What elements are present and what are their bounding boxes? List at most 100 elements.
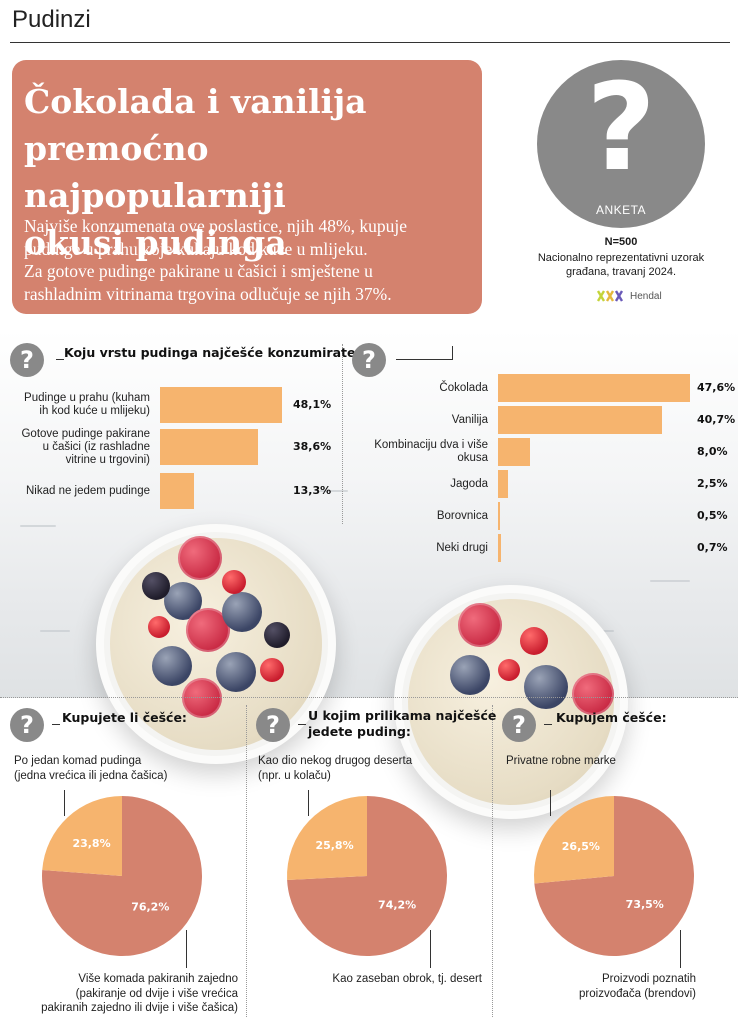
bar-value-label: 38,6% (293, 440, 332, 453)
bar-chart-1-title: Koju vrstu pudinga najčešće konzumirate: (64, 345, 361, 360)
bar-category-label: Borovnica (436, 509, 488, 522)
pie-1-title: Kupujete li češće: (62, 710, 187, 725)
blueberry (222, 592, 262, 632)
pie-1-label-major: Više komada pakiranih zajedno (pakiranje… (41, 973, 238, 1014)
redcurrant (148, 616, 170, 638)
question-circle-icon: ? (10, 708, 44, 742)
bar (498, 470, 509, 498)
pie-value-label: 76,2% (131, 901, 169, 914)
bar-category-label: Čokolada (439, 381, 488, 394)
header-rule (10, 42, 730, 43)
bar (498, 534, 501, 562)
question-circle-icon: ? (256, 708, 290, 742)
bar (498, 374, 690, 402)
title-rule (52, 724, 60, 725)
pie-3-label-major: Proizvodi poznatih proizvođača (brendovi… (579, 973, 696, 1000)
blueberry (450, 655, 490, 695)
title-rule (298, 724, 306, 725)
title-rule (452, 346, 453, 360)
survey-description: Nacionalno reprezentativni uzorak građan… (537, 252, 705, 278)
bar (160, 387, 282, 423)
bar-value-label: 48,1% (293, 398, 332, 411)
blueberry (524, 665, 568, 709)
surface-crack (40, 630, 70, 632)
pie-slice-major (42, 796, 203, 956)
photo-background (0, 330, 738, 819)
pudding-bowl-right (394, 585, 628, 819)
pie-2-label-minor: Kao dio nekog drugog deserta (npr. u kol… (258, 755, 413, 782)
redcurrant (260, 658, 284, 682)
bar-category-label: Vanilija (451, 413, 488, 426)
pie-value-label: 74,2% (378, 899, 416, 912)
survey-question-icon: ? ANKETA (537, 60, 705, 228)
blueberry (216, 652, 256, 692)
question-mark: ? (586, 60, 656, 198)
bar-category-label: Kombinaciju dva i više okusa (374, 439, 488, 464)
title-rule (544, 724, 552, 725)
title-rule (56, 359, 64, 360)
raspberry (572, 673, 614, 715)
bar (498, 406, 663, 434)
survey-badge-label: ANKETA (595, 203, 647, 217)
redcurrant (222, 570, 246, 594)
pie-3-title: Kupujem češće: (556, 710, 667, 725)
hendal-logo: Hendal (596, 289, 662, 303)
survey-sample-size: N=500 (604, 236, 638, 248)
section-header: Pudinzi (12, 6, 91, 33)
bar-category-label: Jagoda (450, 477, 488, 490)
bar-category-label: Gotove pudinge pakirane u čašici (iz ras… (21, 427, 150, 466)
blackberry (264, 622, 290, 648)
column-divider (492, 705, 493, 1017)
pie-1-label-minor: Po jedan komad pudinga (jedna vrećica il… (14, 755, 168, 782)
bar-category-label: Neki drugi (436, 541, 488, 554)
leader-line (680, 930, 681, 968)
title-rule (396, 359, 452, 360)
hero-box: Čokolada i vanilija premoćno najpopularn… (12, 60, 482, 314)
leader-line (430, 930, 431, 968)
pie-2-label-major: Kao zaseban obrok, tj. desert (332, 973, 482, 985)
surface-crack (20, 525, 56, 527)
bar (498, 502, 501, 530)
section-divider (0, 697, 738, 698)
raspberry (178, 536, 222, 580)
leader-line (550, 790, 551, 816)
pie-value-label: 23,8% (72, 837, 110, 850)
column-divider (342, 344, 343, 524)
hero-text: Najviše konzumenata ove poslastice, njih… (24, 216, 407, 304)
raspberry (458, 603, 502, 647)
hero-title: Čokolada i vanilija premoćno najpopularn… (24, 82, 367, 262)
bar (498, 438, 531, 466)
redcurrant (498, 659, 520, 681)
pie-3-label-minor: Privatne robne marke (506, 755, 616, 767)
bar-category-label: Nikad ne jedem pudinge (25, 484, 150, 497)
bar-value-label: 40,7% (697, 413, 736, 426)
bar-value-label: 47,6% (697, 381, 736, 394)
pie-slice-minor (287, 796, 367, 881)
bar-category-label: Pudinge u prahu (kuham ih kod kuće u mli… (24, 392, 150, 417)
pie-slice-minor (42, 796, 122, 876)
bar-value-label: 0,5% (697, 509, 728, 522)
raspberry (182, 678, 222, 718)
pie-value-label: 25,8% (315, 839, 353, 852)
question-circle-icon: ? (502, 708, 536, 742)
hendal-brand-text: Hendal (630, 290, 662, 302)
bar-value-label: 0,7% (697, 541, 728, 554)
pie-value-label: 26,5% (562, 840, 600, 853)
bar-value-label: 13,3% (293, 484, 332, 497)
question-circle-icon: ? (10, 343, 44, 377)
column-divider (246, 705, 247, 1017)
redcurrant (520, 627, 548, 655)
pie-slice-major (287, 796, 447, 957)
pudding-bowl-left (96, 524, 336, 764)
pie-value-label: 73,5% (626, 898, 664, 911)
question-circle-icon: ? (352, 343, 386, 377)
leader-line (64, 790, 65, 816)
bar-value-label: 8,0% (697, 445, 728, 458)
bar (160, 429, 258, 465)
blueberry (152, 646, 192, 686)
pie-2-title: U kojim prilikama najčešće jedete puding… (308, 708, 497, 739)
leader-line (186, 930, 187, 968)
surface-crack (320, 490, 348, 492)
pie-slice-major (534, 796, 695, 957)
surface-crack (650, 580, 690, 582)
